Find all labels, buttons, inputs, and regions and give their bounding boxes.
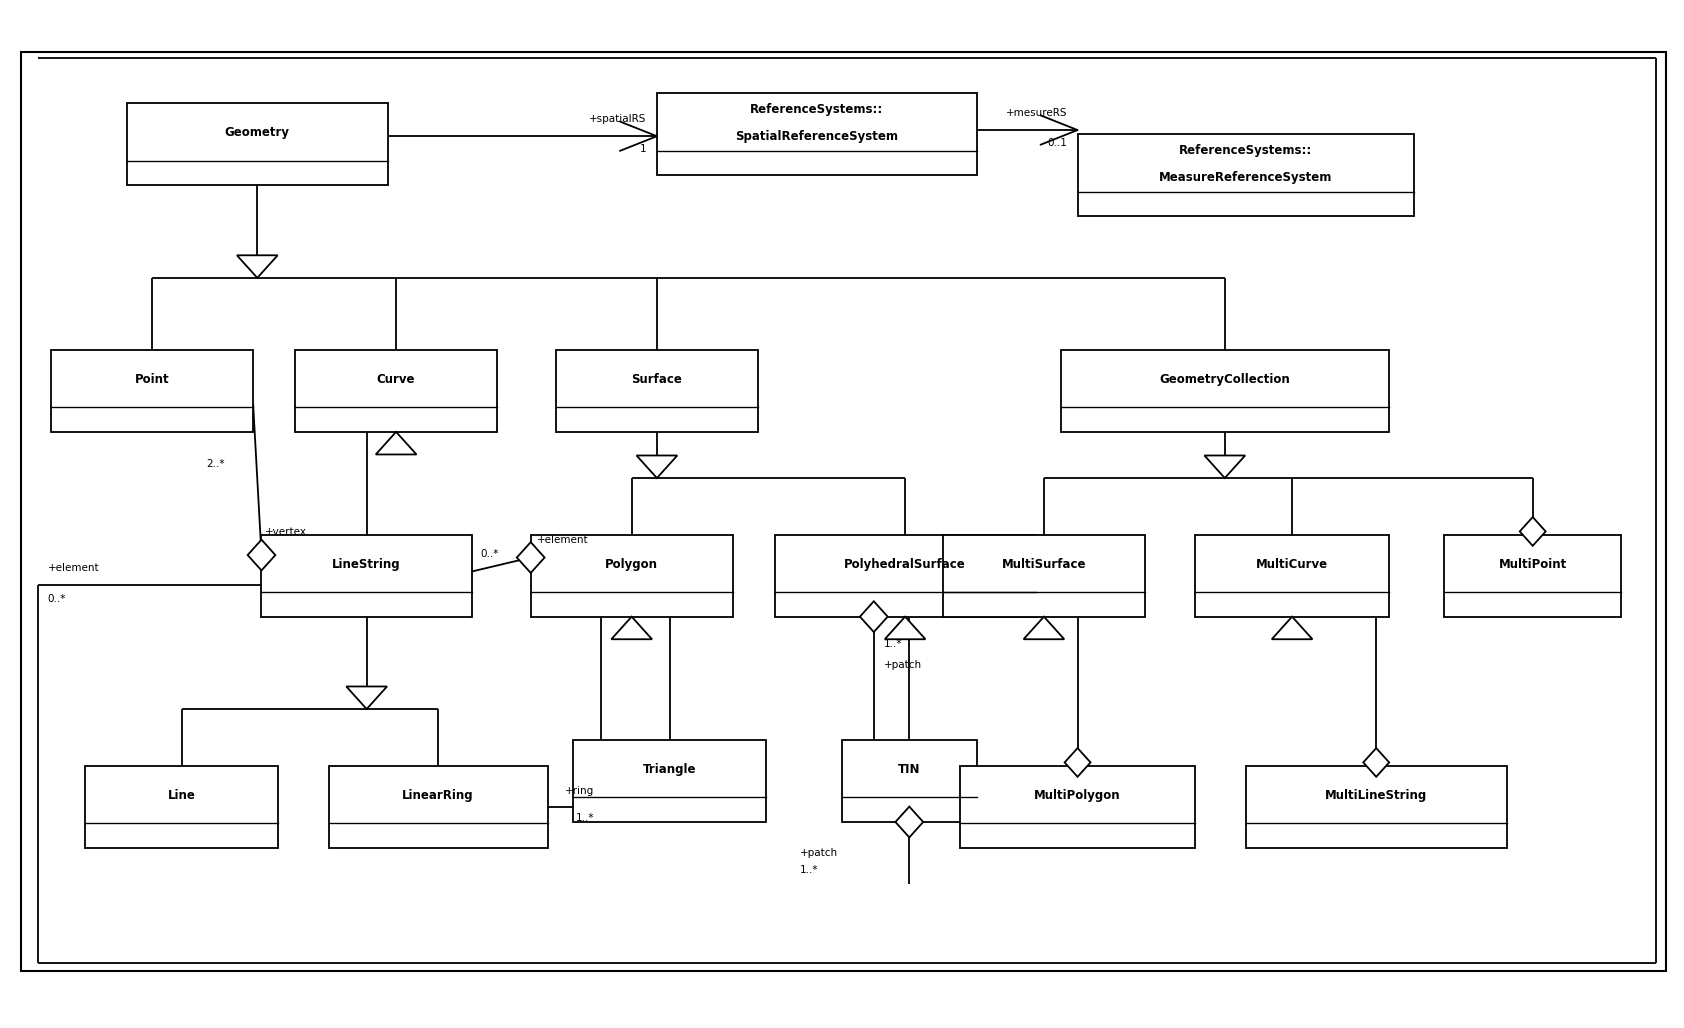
Text: Point: Point	[135, 373, 170, 386]
Polygon shape	[896, 807, 923, 838]
Bar	[943, 535, 1145, 617]
Bar	[775, 535, 1036, 617]
Text: 0..1: 0..1	[1047, 138, 1068, 148]
Bar	[1445, 535, 1622, 617]
Polygon shape	[1519, 517, 1546, 546]
Text: +element: +element	[537, 536, 589, 545]
Bar	[126, 104, 387, 185]
Polygon shape	[347, 687, 387, 709]
Text: +element: +element	[47, 563, 99, 574]
Text: MultiPoint: MultiPoint	[1499, 557, 1566, 571]
Bar	[261, 535, 472, 617]
Text: GeometryCollection: GeometryCollection	[1159, 373, 1290, 386]
Text: PolyhedralSurface: PolyhedralSurface	[844, 557, 967, 571]
Polygon shape	[1204, 455, 1244, 478]
Bar	[328, 766, 547, 848]
Text: +vertex: +vertex	[264, 526, 306, 537]
Text: MultiPolygon: MultiPolygon	[1034, 788, 1122, 802]
Polygon shape	[237, 255, 278, 278]
Bar	[20, 52, 1667, 970]
Text: LinearRing: LinearRing	[402, 788, 473, 802]
Text: +ring: +ring	[566, 786, 594, 797]
Bar	[295, 350, 497, 432]
Text: MultiSurface: MultiSurface	[1002, 557, 1086, 571]
Bar	[1078, 134, 1415, 216]
Polygon shape	[248, 540, 276, 571]
Text: 0..*: 0..*	[47, 593, 66, 603]
Text: Polygon: Polygon	[605, 557, 658, 571]
Text: MeasureReferenceSystem: MeasureReferenceSystem	[1159, 171, 1332, 184]
Text: ReferenceSystems::: ReferenceSystems::	[749, 103, 884, 116]
Text: MultiLineString: MultiLineString	[1325, 788, 1428, 802]
Text: Triangle: Triangle	[643, 763, 695, 776]
Text: 1..*: 1..*	[800, 866, 818, 875]
Text: +patch: +patch	[800, 848, 839, 857]
Text: Line: Line	[168, 788, 195, 802]
Text: 1..*: 1..*	[576, 813, 594, 822]
Text: 1: 1	[640, 144, 647, 154]
Polygon shape	[1364, 748, 1389, 777]
Polygon shape	[861, 601, 887, 632]
Bar	[960, 766, 1196, 848]
Text: Curve: Curve	[377, 373, 416, 386]
Bar	[84, 766, 278, 848]
Text: SpatialReferenceSystem: SpatialReferenceSystem	[736, 130, 898, 143]
Polygon shape	[376, 432, 416, 454]
Bar	[530, 535, 733, 617]
Bar	[573, 740, 766, 822]
Text: 2..*: 2..*	[205, 458, 224, 469]
Bar	[556, 350, 758, 432]
Polygon shape	[611, 617, 652, 639]
Text: Geometry: Geometry	[224, 126, 290, 140]
Text: 1..*: 1..*	[884, 639, 903, 650]
Text: ReferenceSystems::: ReferenceSystems::	[1179, 144, 1312, 157]
Text: TIN: TIN	[898, 763, 921, 776]
Polygon shape	[1064, 748, 1091, 777]
Text: 0..*: 0..*	[480, 549, 498, 559]
Text: Surface: Surface	[632, 373, 682, 386]
Polygon shape	[637, 455, 677, 478]
Polygon shape	[1024, 617, 1064, 639]
Bar	[1196, 535, 1389, 617]
Bar	[1061, 350, 1389, 432]
Polygon shape	[884, 617, 926, 639]
Text: LineString: LineString	[332, 557, 401, 571]
Bar	[657, 94, 977, 175]
Polygon shape	[517, 542, 544, 573]
Text: +spatialRS: +spatialRS	[589, 114, 647, 124]
Bar	[842, 740, 977, 822]
Text: +patch: +patch	[884, 660, 923, 670]
Bar	[1246, 766, 1507, 848]
Text: MultiCurve: MultiCurve	[1256, 557, 1329, 571]
Polygon shape	[1271, 617, 1312, 639]
Text: +mesureRS: +mesureRS	[1005, 108, 1068, 118]
Bar	[51, 350, 253, 432]
